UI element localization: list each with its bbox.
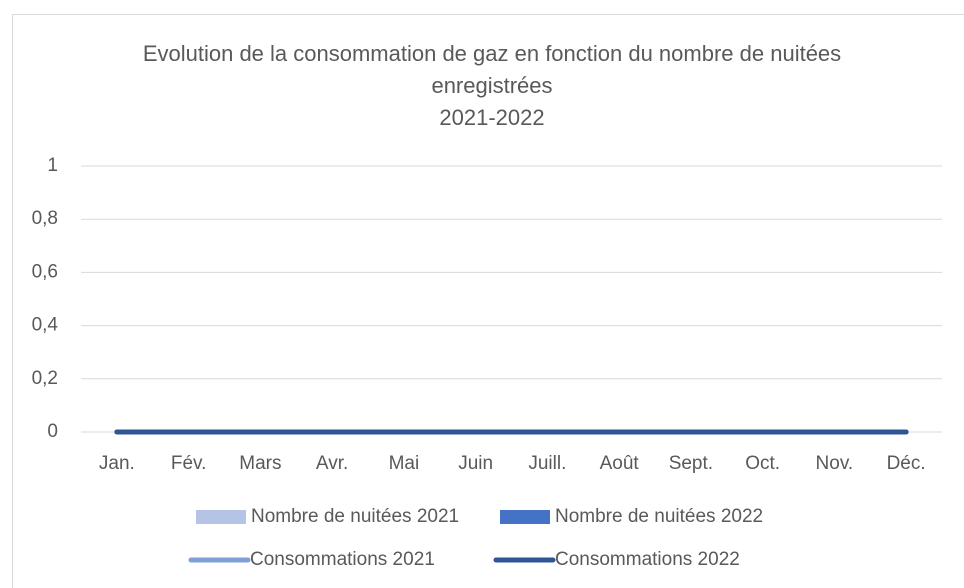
chart-title: Evolution de la consommation de gaz en f… — [142, 41, 842, 98]
y-tick-label: 0,6 — [32, 261, 58, 282]
x-tick-label: Nov. — [816, 453, 854, 474]
x-tick-label: Juill. — [528, 453, 566, 474]
x-tick-label: Août — [600, 453, 640, 474]
chart-title-block: Evolution de la consommation de gaz en f… — [132, 38, 852, 134]
y-tick-label: 0,4 — [32, 315, 59, 336]
legend-label: Nombre de nuitées 2021 — [251, 506, 459, 527]
x-tick-label: Oct. — [745, 453, 780, 474]
legend-swatch — [500, 510, 550, 524]
x-tick-label: Avr. — [316, 453, 348, 474]
x-tick-label: Déc. — [887, 453, 926, 474]
x-tick-label: Jan. — [99, 453, 135, 474]
x-tick-label: Mars — [239, 453, 281, 474]
x-tick-label: Mai — [389, 453, 420, 474]
y-tick-label: 0,8 — [32, 208, 58, 229]
chart-subtitle: 2021-2022 — [439, 105, 545, 130]
y-tick-label: 0 — [47, 421, 58, 442]
chart-border — [12, 14, 964, 588]
legend-label: Nombre de nuitées 2022 — [555, 506, 763, 527]
legend-label: Consommations 2022 — [555, 549, 740, 570]
x-tick-label: Fév. — [171, 453, 207, 474]
legend-swatch — [196, 510, 246, 524]
y-tick-label: 0,2 — [32, 368, 58, 389]
x-tick-label: Sept. — [669, 453, 713, 474]
x-tick-label: Juin — [458, 453, 493, 474]
legend-label: Consommations 2021 — [250, 549, 435, 570]
y-tick-label: 1 — [47, 155, 58, 176]
